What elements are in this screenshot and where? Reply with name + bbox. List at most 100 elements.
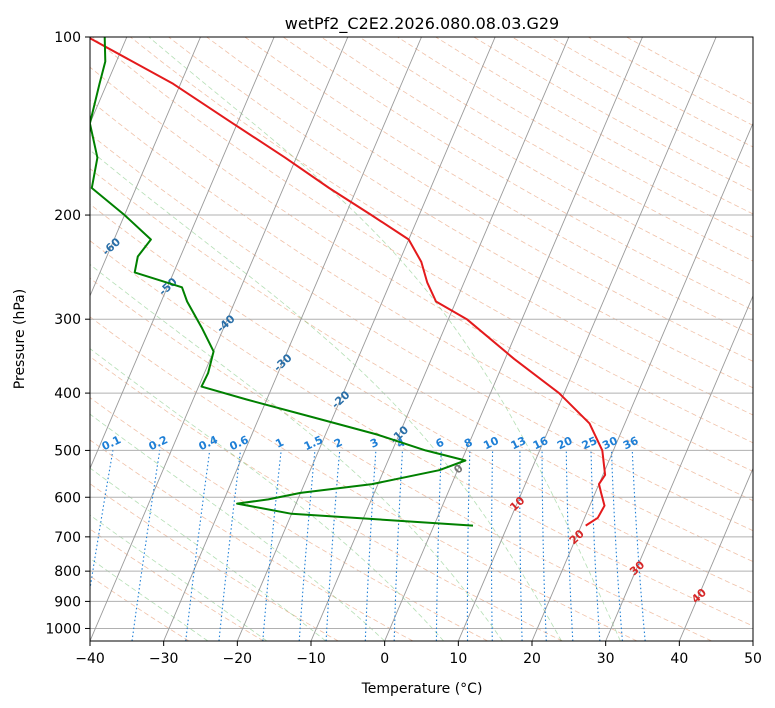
x-tick-label: −10	[296, 651, 326, 667]
mixing-ratio-line	[466, 450, 471, 641]
dry-adiabat	[90, 575, 190, 641]
mixing-ratio-line	[298, 450, 316, 641]
dry-adiabat	[168, 37, 753, 389]
isotherm-label: -80	[0, 153, 11, 176]
dry-adiabat	[359, 37, 753, 262]
dry-adiabat	[550, 37, 753, 148]
isotherm	[90, 37, 275, 470]
dry-adiabat	[282, 37, 753, 311]
dry-adiabat	[588, 37, 753, 126]
dry-adiabat	[90, 316, 638, 641]
isotherm	[90, 37, 201, 298]
moist-adiabat	[148, 37, 621, 641]
dry-adiabat	[90, 240, 753, 627]
moist-adiabat	[90, 263, 503, 641]
x-axis-title: Temperature (°C)	[361, 681, 483, 697]
isotherm	[531, 122, 753, 641]
x-tick-label: 30	[597, 651, 615, 667]
mixing-ratio-label: 1	[273, 436, 285, 451]
chart-title: wetPf2_C2E2.2026.080.08.03.G29	[285, 14, 559, 34]
sounding-profiles	[90, 37, 607, 527]
y-axis-title: Pressure (hPa)	[12, 289, 28, 389]
x-tick-label: −20	[223, 651, 253, 667]
y-tick-label: 800	[54, 564, 81, 580]
temperature-profile	[90, 37, 607, 527]
mixing-ratio-label: 36	[621, 434, 641, 452]
moist-adiabat	[90, 413, 385, 641]
y-tick-label: 700	[54, 530, 81, 546]
y-tick-label: 1000	[45, 621, 81, 637]
mixing-ratio-label: 30	[600, 434, 620, 452]
dry-adiabat	[244, 37, 753, 336]
y-tick-label: 100	[54, 30, 81, 46]
dry-adiabat	[90, 356, 563, 641]
moist-adiabat	[90, 149, 562, 641]
mixing-ratio-label: 3	[368, 436, 380, 451]
y-tick-label: 500	[54, 443, 81, 459]
dry-adiabat	[473, 37, 753, 192]
y-axis: 100 200 300 400 500 600 700 800 900 1000	[45, 30, 90, 637]
isotherm	[163, 37, 422, 641]
mixing-ratio-line	[435, 450, 442, 641]
moist-adiabat	[90, 348, 444, 641]
isotherm	[310, 37, 570, 641]
isotherm-label: -40	[214, 312, 238, 335]
isotherm-label: -20	[329, 388, 353, 411]
isotherm-label: 40	[689, 586, 709, 606]
isotherm-label: -60	[100, 235, 124, 258]
mixing-ratio-line	[490, 450, 494, 641]
mixing-ratio-line	[185, 450, 211, 641]
x-tick-label: 20	[523, 651, 541, 667]
moist-adiabat	[90, 467, 326, 641]
plot-frame	[89, 36, 754, 642]
x-axis: −40 −30 −20 −10 0 10 20 30 40 50	[75, 641, 762, 667]
dry-adiabat	[90, 133, 753, 532]
dry-adiabat	[90, 99, 753, 502]
mixing-ratio-line	[364, 450, 377, 641]
isotherm-label: -50	[156, 275, 180, 298]
dry-adiabat	[511, 37, 753, 170]
dry-adiabat	[90, 168, 753, 562]
isotherm	[752, 639, 753, 641]
mixing-ratio-line	[262, 450, 282, 641]
y-tick-label: 400	[54, 386, 81, 402]
isotherm	[384, 37, 643, 641]
mixing-ratio-line	[610, 450, 623, 641]
mixing-ratio-line	[90, 450, 114, 593]
moist-adiabat	[90, 557, 209, 641]
isotherm	[457, 37, 717, 641]
dry-adiabat	[92, 37, 753, 444]
x-tick-label: 50	[744, 651, 762, 667]
mixing-ratio-line	[631, 450, 646, 641]
x-tick-label: 0	[380, 651, 389, 667]
dry-adiabat	[90, 528, 264, 641]
dry-adiabat	[90, 397, 488, 641]
dewpoint-profile	[90, 37, 474, 527]
mixing-ratio-line	[590, 450, 601, 641]
mixing-ratio-label: 16	[531, 434, 551, 452]
x-tick-label: −40	[75, 651, 105, 667]
x-tick-label: 10	[449, 651, 467, 667]
dry-adiabat	[90, 203, 753, 594]
mixing-ratio-label: 25	[580, 434, 599, 452]
dry-adiabat	[90, 66, 753, 472]
mixing-ratio-label: 10	[481, 434, 501, 452]
dry-adiabat	[90, 277, 712, 641]
moist-adiabat	[90, 514, 268, 641]
mixing-ratio-line	[565, 450, 574, 641]
mixing-ratio-label: 20	[555, 434, 575, 452]
isotherm	[236, 37, 496, 641]
isotherm	[678, 467, 753, 641]
dry-adiabat	[130, 37, 753, 416]
mixing-ratio-label: 13	[509, 434, 528, 452]
isotherm	[605, 294, 753, 641]
y-tick-label: 300	[54, 312, 81, 328]
mixing-ratio-line	[218, 450, 242, 641]
mixing-ratio-label: 6	[434, 436, 447, 451]
dry-adiabat	[206, 37, 753, 362]
y-tick-label: 600	[54, 490, 81, 506]
dry-adiabat	[90, 483, 339, 641]
mixing-ratio-line	[131, 450, 161, 641]
